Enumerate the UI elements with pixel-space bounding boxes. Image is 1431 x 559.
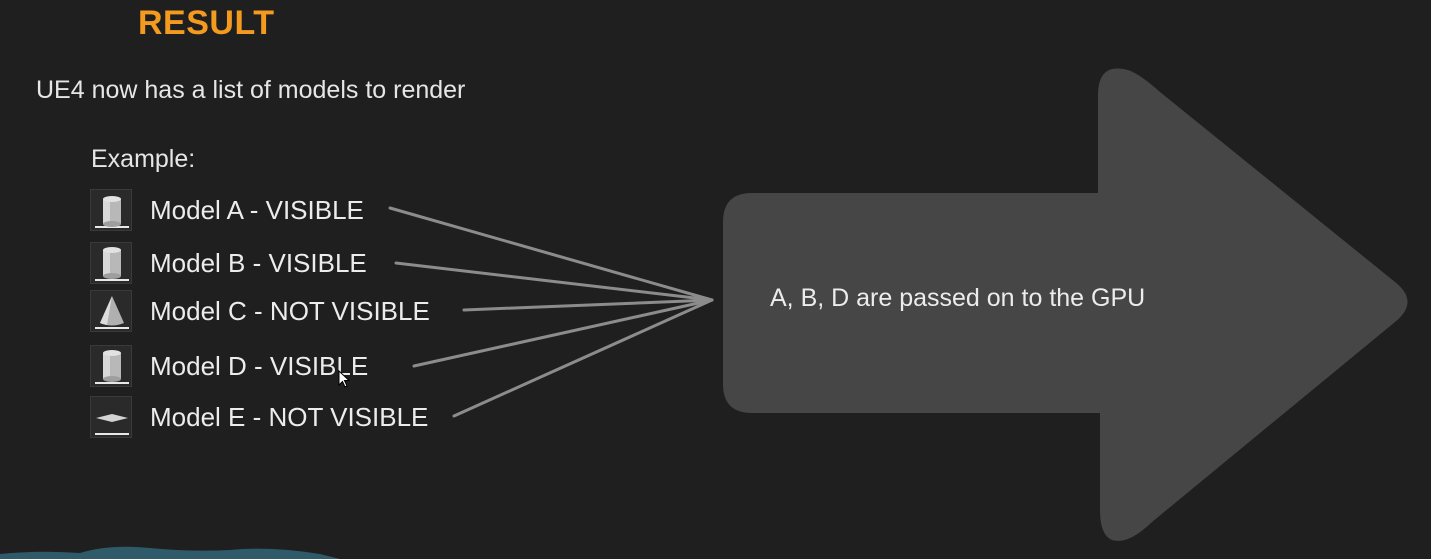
model-label: Model B - VISIBLE [150, 247, 367, 278]
plane-icon [90, 396, 132, 438]
connector-line-d [412, 298, 714, 368]
arrow-shape [723, 68, 1408, 541]
connector-line-b [394, 261, 714, 302]
cone-icon [90, 290, 132, 332]
connector-line-a [388, 206, 714, 302]
model-label: Model C - NOT VISIBLE [150, 295, 430, 326]
connector-line-c [462, 298, 714, 312]
arrow-text: A, B, D are passed on to the GPU [770, 284, 1146, 312]
connector-line-e [452, 298, 714, 418]
model-row-b: Model B - VISIBLE [90, 242, 367, 284]
model-label: Model A - VISIBLE [150, 194, 364, 225]
mouse-cursor-icon [338, 370, 351, 388]
example-label: Example: [91, 145, 196, 173]
model-row-c: Model C - NOT VISIBLE [90, 290, 430, 332]
model-row-d: Model D - VISIBLE [90, 345, 368, 387]
bottom-wave-decoration [0, 546, 340, 559]
cylinder-icon [90, 189, 132, 231]
cylinder-icon [90, 345, 132, 387]
model-row-e: Model E - NOT VISIBLE [90, 396, 428, 438]
model-label: Model D - VISIBLE [150, 350, 369, 381]
model-row-a: Model A - VISIBLE [90, 189, 364, 231]
slide-title: RESULT [138, 4, 275, 42]
model-label: Model E - NOT VISIBLE [150, 401, 429, 432]
cylinder-icon [90, 242, 132, 284]
slide-subtitle: UE4 now has a list of models to render [36, 76, 466, 104]
